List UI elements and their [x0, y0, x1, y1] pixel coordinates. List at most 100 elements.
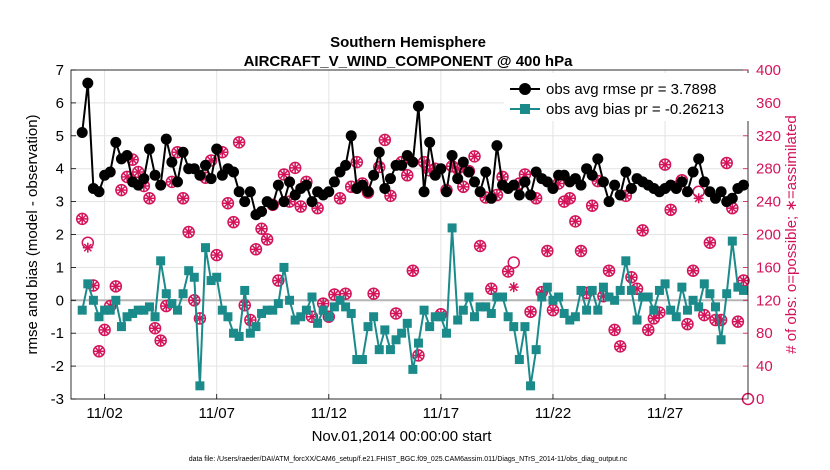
bias-point — [139, 305, 149, 315]
bias-point — [458, 305, 468, 315]
bias-point — [626, 285, 636, 295]
bias-point — [643, 292, 653, 302]
obs-assimilated-marker — [189, 295, 200, 306]
obs-possible-marker — [714, 313, 728, 327]
axis-ticks: 11/02 11/07 11/12 11/17 11/22 11/27 -3 -2 -1 0 1 2 3… — [51, 62, 781, 422]
bias-point — [369, 312, 379, 322]
y-tick-label-left: -2 — [51, 358, 64, 375]
asterisk-stroke — [274, 276, 283, 285]
asterisk-stroke — [610, 325, 619, 335]
bias-point — [229, 328, 239, 338]
obs-assimilated-marker — [312, 203, 323, 214]
bias-point — [638, 292, 648, 302]
y-tick-label-left: 2 — [56, 227, 64, 244]
bias-point — [660, 279, 670, 289]
bias-point — [710, 302, 720, 312]
obs-possible-marker — [367, 287, 380, 300]
chart-subtitle: AIRCRAFT_V_WIND_COMPONENT @ 400 hPa — [244, 53, 574, 70]
asterisk-stroke — [571, 217, 580, 226]
asterisk-stroke — [229, 218, 238, 227]
bias-point — [352, 355, 362, 365]
bias-point — [285, 295, 295, 305]
obs-possible-marker — [148, 322, 162, 335]
asterisk-stroke — [128, 155, 137, 164]
asterisk-stroke — [487, 284, 496, 293]
obs-possible-marker — [507, 256, 520, 269]
rmse-point — [233, 186, 245, 198]
bias-point — [559, 308, 569, 318]
bias-point — [694, 302, 704, 312]
y-tick-label-right: 320 — [756, 128, 781, 145]
bias-point — [526, 381, 536, 391]
bias-point — [649, 305, 659, 315]
obs-assimilated-marker — [609, 324, 620, 335]
obs-possible-marker — [625, 271, 638, 284]
obs-possible-marker — [154, 334, 167, 347]
bias-point — [503, 312, 513, 322]
obs-assimilated-marker — [547, 305, 558, 316]
bias-point — [408, 364, 418, 374]
y-tick-label-right: 80 — [756, 325, 773, 342]
y-tick-label-left: 6 — [56, 95, 64, 112]
rmse-point — [738, 179, 750, 191]
asterisk-stroke — [94, 347, 104, 356]
asterisk-stroke — [296, 202, 305, 211]
obs-assimilated-marker — [732, 316, 743, 327]
bias-point — [223, 312, 233, 322]
asterisk-stroke — [532, 194, 541, 203]
obs-assimilated-marker — [503, 266, 514, 277]
y-tick-label-left: 0 — [56, 292, 64, 309]
rmse-point — [407, 156, 419, 168]
obs-possible-marker — [658, 158, 672, 171]
y-tick-label-right: 240 — [756, 194, 781, 211]
rmse-point — [547, 182, 559, 194]
obs-assimilated-marker — [570, 216, 581, 227]
legend-box — [504, 73, 750, 121]
bias-point — [83, 279, 93, 289]
asterisk-stroke — [83, 243, 92, 252]
rmse-point — [205, 173, 217, 185]
rmse-point — [284, 176, 296, 188]
bias-point — [144, 302, 154, 312]
obs-assimilated-marker — [239, 300, 250, 311]
asterisk-stroke — [117, 185, 126, 195]
obs-assimilated-marker — [542, 245, 553, 256]
obs-possible-marker — [664, 203, 677, 217]
rmse-point — [440, 186, 452, 198]
asterisk-stroke — [683, 320, 692, 329]
obs-possible-marker — [541, 244, 554, 258]
obs-assimilated-marker — [250, 244, 261, 255]
asterisk-stroke — [184, 227, 193, 237]
bias-point — [481, 302, 491, 312]
obs-possible-marker — [401, 169, 414, 182]
bias-point — [413, 338, 423, 348]
bias-point — [296, 312, 306, 322]
rmse-point — [177, 146, 189, 158]
bias-point — [587, 285, 597, 295]
obs-assimilated-marker — [682, 319, 693, 330]
rmse-point — [396, 159, 408, 171]
bias-point — [582, 305, 592, 315]
obs-assimilated-marker — [278, 169, 289, 180]
rmse-point — [676, 176, 688, 188]
y-axis-label-left: rmse and bias (model - observation) — [24, 114, 41, 354]
obs-possible-marker — [384, 189, 397, 203]
asterisk-stroke — [576, 246, 586, 256]
asterisk-stroke — [307, 312, 317, 321]
bias-point — [167, 299, 177, 309]
asterisk-stroke — [408, 266, 417, 275]
asterisk-stroke — [694, 194, 703, 203]
rmse-point — [575, 179, 587, 191]
obs-assimilated-marker — [643, 324, 654, 335]
obs-assimilated-marker — [665, 204, 676, 215]
bias-point — [498, 292, 508, 302]
legend-bias-marker — [520, 104, 530, 114]
rmse-point — [93, 186, 105, 198]
bias-point — [604, 292, 614, 302]
x-tick-label: 11/27 — [647, 405, 683, 422]
obs-possible-marker — [501, 265, 515, 278]
asterisk-stroke — [150, 324, 160, 333]
obs-assimilated-marker — [704, 237, 715, 248]
obs-assimilated-marker — [110, 281, 121, 292]
rmse-point — [82, 77, 94, 89]
